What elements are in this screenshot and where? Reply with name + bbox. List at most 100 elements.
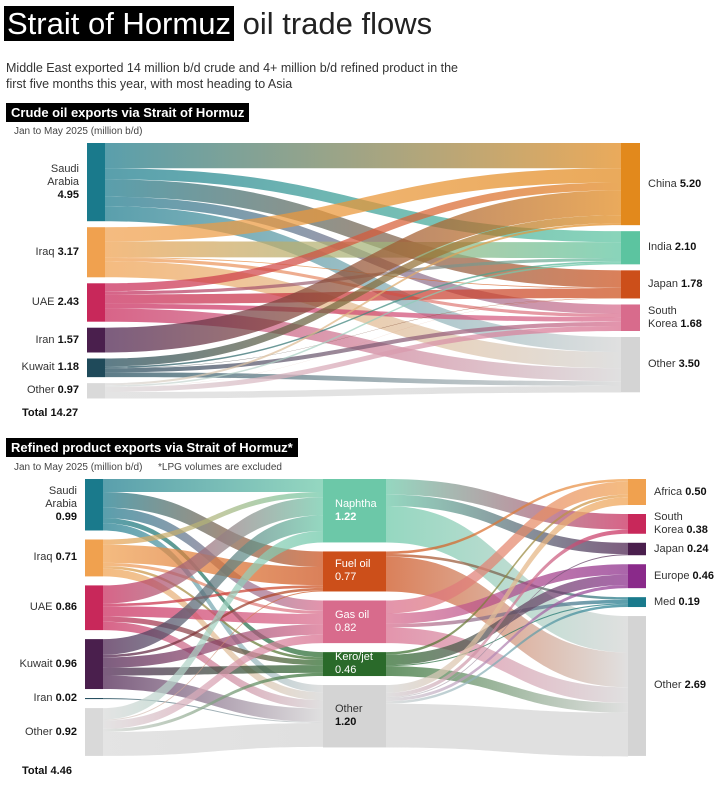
node-name: Japan xyxy=(648,277,678,290)
node xyxy=(85,585,103,631)
node xyxy=(87,358,105,378)
flow xyxy=(103,585,323,607)
node xyxy=(85,698,103,700)
node-name: Kuwait xyxy=(19,657,53,670)
flow xyxy=(386,703,628,757)
node-name: Other xyxy=(654,679,682,692)
node-value: 0.82 xyxy=(335,621,357,634)
section-subtitle: Jan to May 2025 (million b/d) xyxy=(14,126,143,137)
node-label: Gas oil 0.82 xyxy=(335,609,369,635)
total-value: 4.46 xyxy=(50,764,72,777)
node xyxy=(87,383,105,399)
node-name: Kuwait xyxy=(21,361,55,374)
flow xyxy=(103,606,323,625)
node xyxy=(323,479,386,543)
node-value: 5.20 xyxy=(679,177,702,190)
node-value: 2.69 xyxy=(684,679,706,692)
node-name: Europe xyxy=(654,569,690,582)
node xyxy=(628,542,646,556)
flow xyxy=(105,321,621,373)
node-label: Saudi Arabia 4.95 xyxy=(47,163,79,202)
node-label: Kero/jet 0.46 xyxy=(335,651,373,677)
flow xyxy=(103,492,323,568)
node-name: China xyxy=(648,177,677,190)
flow xyxy=(105,241,621,259)
node-label: Other 1.20 xyxy=(335,703,363,729)
node-value: 1.20 xyxy=(335,716,357,729)
flow xyxy=(386,481,628,614)
title: Strait of Hormuz oil trade flows xyxy=(4,6,432,42)
node-value: 1.18 xyxy=(57,361,79,374)
node xyxy=(87,143,105,222)
node-name: Other xyxy=(27,384,55,397)
node-label: UAE 0.86 xyxy=(30,601,77,614)
node-name: Other xyxy=(648,358,676,371)
node-value: 3.17 xyxy=(57,245,79,258)
node-value: 0.24 xyxy=(687,542,709,555)
flow xyxy=(103,479,323,492)
flow xyxy=(103,523,323,693)
node-label: Iran 0.02 xyxy=(34,692,77,705)
node-label: Naphtha 1.22 xyxy=(335,498,377,524)
node-name: Iran xyxy=(35,333,55,346)
node-value: 0.92 xyxy=(55,725,77,738)
flow xyxy=(386,529,628,697)
node-label: UAE 2.43 xyxy=(32,296,79,309)
node xyxy=(85,539,103,577)
flow xyxy=(103,544,323,586)
node-value: 0.71 xyxy=(55,551,77,564)
node-name: Iraq xyxy=(35,245,55,258)
node-value: 3.50 xyxy=(678,358,700,371)
total-text: Total xyxy=(22,764,48,777)
flow xyxy=(103,672,323,732)
flow xyxy=(386,554,628,600)
flow xyxy=(105,288,621,304)
node-label: China 5.20 xyxy=(648,178,701,191)
node-value: 1.78 xyxy=(681,277,703,290)
node-value: 0.02 xyxy=(55,692,77,705)
node-value: 0.38 xyxy=(686,523,708,536)
node-name: UAE xyxy=(31,295,55,308)
flow xyxy=(103,616,323,666)
flow xyxy=(386,574,628,666)
node xyxy=(323,685,386,748)
flow xyxy=(105,262,621,387)
node-label: Kuwait 0.96 xyxy=(19,658,77,671)
flow xyxy=(105,303,621,322)
node xyxy=(628,597,646,608)
flow xyxy=(386,479,628,530)
flow xyxy=(105,297,621,369)
node-value: 1.57 xyxy=(57,333,79,346)
flow xyxy=(105,215,621,367)
flow xyxy=(103,634,323,729)
node-name: Saudi Arabia xyxy=(47,162,79,188)
node-label: Iraq 0.71 xyxy=(34,551,77,564)
node-value: 2.10 xyxy=(674,241,697,254)
flow xyxy=(105,190,621,353)
node xyxy=(621,143,640,226)
node-label: Europe 0.46 xyxy=(654,570,714,583)
flow xyxy=(103,497,323,604)
node-name: Kero/jet xyxy=(335,651,373,664)
node-value: 0.50 xyxy=(685,485,707,498)
node xyxy=(628,616,646,756)
node-value: 0.96 xyxy=(55,657,77,670)
node-label: Other 2.69 xyxy=(654,679,706,692)
node xyxy=(323,652,386,677)
flow xyxy=(103,698,323,723)
node-label: Other 0.97 xyxy=(27,384,79,397)
node-name: UAE xyxy=(29,601,53,614)
section-title: Refined product exports via Strait of Ho… xyxy=(6,438,298,457)
node-name: Other xyxy=(335,703,363,716)
title-rest: oil trade flows xyxy=(242,6,433,41)
node-label: Saudi Arabia 0.99 xyxy=(45,485,77,524)
flow xyxy=(105,325,621,392)
node xyxy=(85,639,103,690)
node xyxy=(87,283,105,322)
flow xyxy=(105,372,621,386)
flow xyxy=(386,603,628,667)
node-name: Iran xyxy=(33,692,53,705)
node xyxy=(628,514,646,534)
node-value: 0.86 xyxy=(55,601,77,614)
flow xyxy=(105,143,621,169)
